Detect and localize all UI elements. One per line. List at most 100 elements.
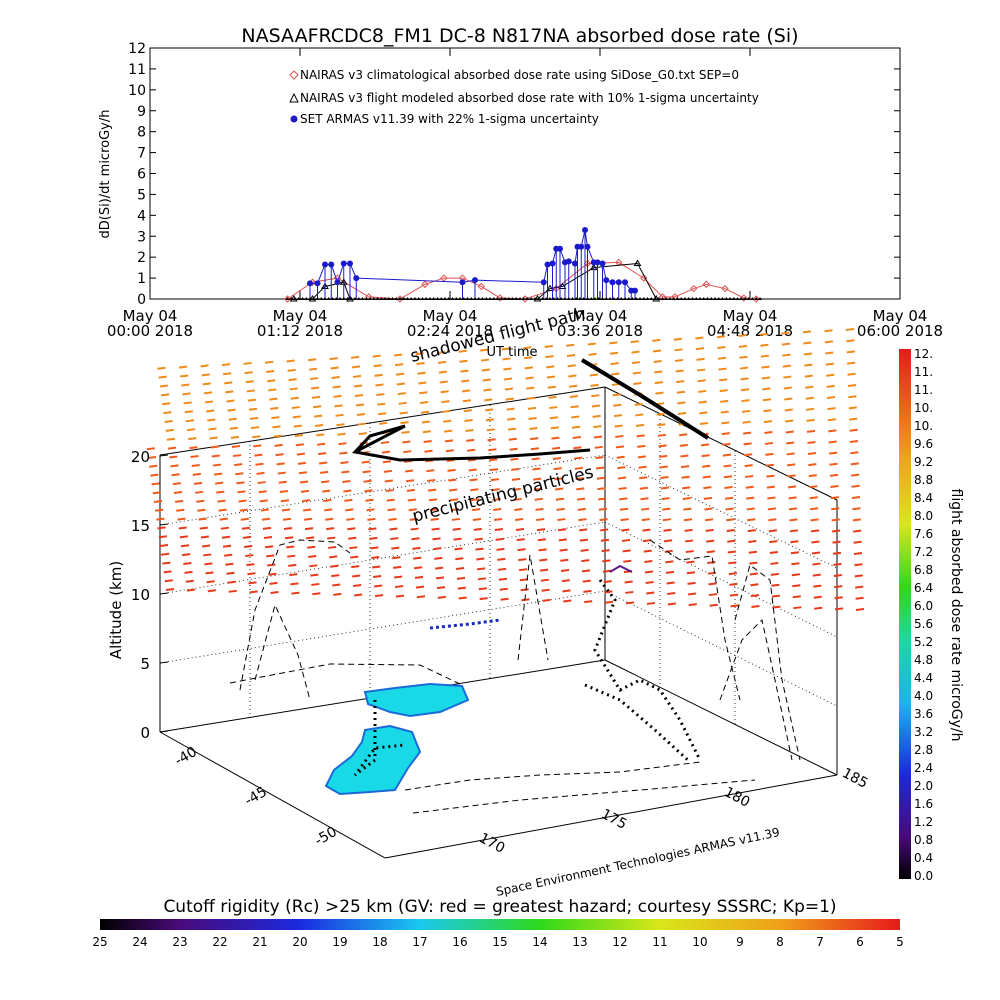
dose-field-mark (729, 593, 739, 597)
dose-field-mark (200, 364, 209, 368)
dose-field-mark (517, 548, 526, 552)
dose-field-mark (481, 368, 490, 372)
dose-field-mark (829, 473, 839, 477)
dose-field-mark (738, 334, 747, 338)
dose-field-mark (541, 588, 550, 592)
dose-field-mark (674, 348, 683, 352)
dose-field-mark (575, 477, 584, 481)
dose-field-mark (290, 396, 299, 400)
dose-field-mark (560, 568, 570, 572)
latitude-tick-label: -40 (172, 744, 200, 769)
dose-field-mark (574, 456, 583, 460)
dose-field-mark (621, 528, 630, 532)
dose-field-mark (282, 517, 292, 521)
flight-3d-plot: 0 5 10 15 20 170 175 180 185 -40 -45 -50 Altitude… (107, 304, 870, 899)
baseline-marker (495, 297, 500, 300)
dose-field-mark (557, 528, 567, 532)
baseline-marker (581, 297, 586, 300)
dose-field-mark (825, 351, 834, 355)
longitude-tick-label: 180 (721, 784, 752, 811)
dose-field-mark (549, 416, 559, 420)
dose-field-mark (597, 487, 606, 491)
dose-field-mark (834, 585, 843, 589)
colorbar-vertical-tick: 6.0 (914, 599, 933, 613)
dose-field-mark (530, 447, 540, 451)
dose-field-mark (493, 517, 503, 521)
baseline-marker (360, 297, 365, 300)
dose-field-mark (417, 371, 426, 375)
y-tick-label: 0 (137, 292, 146, 308)
dose-field-mark (226, 399, 235, 403)
dose-field-mark (316, 433, 325, 437)
dose-field-mark (473, 527, 482, 531)
dose-field-mark (707, 561, 716, 564)
dose-field-mark (381, 450, 391, 454)
dose-field-mark (159, 384, 168, 388)
altitude-tick-mark (159, 730, 169, 733)
dose-field-mark (183, 561, 192, 565)
dose-field-mark (789, 518, 798, 522)
dose-field-mark (300, 489, 310, 493)
baseline-marker (574, 297, 579, 300)
colorbar-horizontal-tick: 12 (612, 935, 627, 949)
dose-field-mark (496, 547, 505, 551)
dose-field-mark (578, 518, 587, 522)
dose-field-mark (504, 387, 514, 391)
baseline-marker (668, 297, 672, 300)
dose-field-mark (277, 471, 286, 475)
baseline-marker (416, 297, 421, 300)
dose-field-mark (677, 412, 687, 416)
dose-field-mark (243, 361, 252, 365)
dose-field-mark (614, 424, 623, 428)
baseline-marker (353, 297, 357, 300)
colorbar-vertical-tick: 0.4 (914, 851, 933, 865)
dose-field-mark (291, 591, 300, 595)
dose-field-mark (653, 360, 662, 363)
dose-field-mark (784, 408, 793, 412)
dose-field-mark (423, 439, 432, 443)
dose-field-mark (332, 583, 341, 587)
dose-field-mark (252, 435, 261, 439)
dose-field-mark (441, 400, 450, 404)
armas-point (578, 243, 585, 250)
dose-field-mark (162, 561, 171, 565)
dose-field-mark (665, 570, 675, 574)
nairas-climatological-point (690, 284, 698, 293)
dose-field-mark (419, 391, 428, 395)
dose-field-mark (590, 383, 599, 387)
dose-field-mark (230, 435, 240, 439)
dose-field-mark (179, 535, 188, 539)
dose-field-mark (745, 485, 754, 489)
dose-field-mark (270, 406, 279, 410)
nairas-climatological-point (752, 295, 760, 303)
dose-field-mark (372, 565, 381, 569)
dose-field-mark (197, 508, 206, 512)
dose-field-mark (287, 368, 296, 372)
dose-field-mark (826, 384, 835, 388)
dose-field-mark (292, 415, 301, 419)
colorbar-horizontal-tick: 20 (292, 935, 307, 949)
dose-field-mark (750, 583, 759, 587)
dose-field-mark (720, 399, 729, 403)
baseline-marker (570, 297, 575, 300)
dose-field-mark (679, 443, 688, 447)
dose-field-mark (807, 440, 816, 444)
baseline-marker (660, 297, 665, 300)
baseline-marker (593, 297, 597, 300)
dose-field-mark (659, 465, 668, 469)
baseline-marker (735, 297, 740, 300)
dose-field-mark (303, 517, 313, 521)
dose-field-mark (311, 386, 320, 390)
colorbar-horizontal-tick: 11 (652, 935, 667, 949)
dose-field-mark (659, 454, 668, 458)
dose-field-mark (488, 448, 497, 452)
dose-field-mark (855, 585, 864, 589)
baseline-marker (398, 297, 402, 300)
dose-field-mark (208, 427, 217, 431)
dose-field-mark (770, 561, 779, 565)
dose-field-mark (178, 365, 188, 369)
colorbar-horizontal-tick: 6 (856, 935, 864, 949)
dose-field-mark (609, 341, 618, 345)
cutoff-rigidity-region (324, 682, 470, 796)
dose-field-mark (770, 572, 779, 576)
